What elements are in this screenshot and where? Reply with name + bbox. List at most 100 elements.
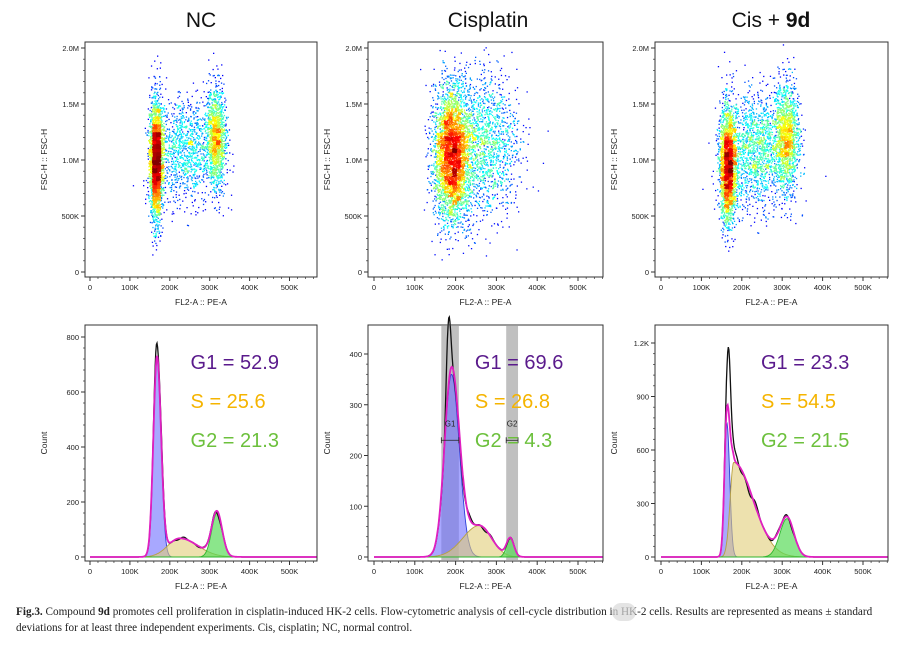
scatter-point xyxy=(160,158,162,160)
scatter-point xyxy=(162,152,164,154)
scatter-point xyxy=(158,193,160,195)
scatter-point xyxy=(161,157,164,159)
scatter-point xyxy=(187,146,189,149)
scatter-point xyxy=(217,133,220,135)
scatter-point xyxy=(216,112,218,114)
scatter-point xyxy=(159,179,161,181)
scatter-point xyxy=(149,96,151,99)
scatter-point xyxy=(151,212,153,214)
scatter-point xyxy=(155,124,157,126)
scatter-point xyxy=(215,120,217,122)
scatter-point xyxy=(153,181,155,183)
scatter-point xyxy=(222,136,224,139)
scatter-point xyxy=(212,68,214,71)
scatter-point xyxy=(161,155,163,157)
scatter-point xyxy=(207,167,209,169)
scatter-point xyxy=(177,166,180,168)
scatter-point xyxy=(216,134,218,136)
scatter-point xyxy=(159,67,161,69)
scatter-point xyxy=(189,146,191,148)
scatter-point xyxy=(173,113,175,115)
scatter-point xyxy=(161,124,163,126)
scatter-point xyxy=(181,137,183,139)
scatter-point xyxy=(156,209,158,211)
scatter-point xyxy=(197,107,199,109)
scatter-point xyxy=(208,134,210,136)
scatter-point xyxy=(210,126,213,129)
scatter-point xyxy=(203,160,205,162)
scatter-point xyxy=(158,104,161,106)
scatter-point xyxy=(213,162,215,164)
scatter-point xyxy=(209,165,212,168)
scatter-point xyxy=(218,112,220,115)
scatter-point xyxy=(221,140,223,142)
scatter-point xyxy=(182,183,184,185)
scatter-point xyxy=(182,136,184,138)
scatter-point xyxy=(174,146,176,148)
scatter-point xyxy=(156,153,158,155)
scatter-point xyxy=(226,136,228,138)
scatter-point xyxy=(190,138,192,140)
scatter-point xyxy=(215,141,217,143)
scatter-point xyxy=(177,158,179,161)
scatter-point xyxy=(189,154,192,156)
scatter-point xyxy=(188,170,190,172)
scatter-point xyxy=(181,123,183,125)
scatter-point xyxy=(181,125,183,127)
scatter-point xyxy=(149,149,151,151)
scatter-point xyxy=(218,124,220,126)
scatter-point xyxy=(154,192,157,194)
scatter-point xyxy=(213,186,215,189)
scatter-point xyxy=(153,179,155,181)
scatter-point xyxy=(213,136,215,138)
scatter-point xyxy=(211,161,213,163)
scatter-point xyxy=(217,112,219,114)
scatter-point xyxy=(199,164,201,166)
scatter-point xyxy=(154,240,156,242)
scatter-point xyxy=(194,177,196,179)
scatter-point xyxy=(217,158,219,160)
scatter-point xyxy=(220,131,222,133)
scatter-point xyxy=(212,119,214,122)
scatter-point xyxy=(196,119,198,122)
scatter-point xyxy=(218,136,220,138)
scatter-point xyxy=(208,113,210,115)
scatter-point xyxy=(195,169,198,171)
scatter-point xyxy=(216,128,218,130)
scatter-point xyxy=(218,163,220,165)
scatter-point xyxy=(158,106,160,108)
scatter-point xyxy=(156,93,158,95)
scatter-point xyxy=(171,148,173,150)
scatter-point xyxy=(221,128,223,130)
scatter-point xyxy=(222,140,224,143)
scatter-point xyxy=(155,92,158,94)
scatter-point xyxy=(179,156,181,158)
scatter-point xyxy=(193,152,196,155)
scatter-point xyxy=(222,124,225,126)
scatter-point xyxy=(216,167,218,169)
scatter-point xyxy=(154,212,156,215)
scatter-point xyxy=(221,131,223,133)
scatter-point xyxy=(224,139,226,142)
scatter-point xyxy=(154,143,156,145)
scatter-point xyxy=(189,105,191,107)
scatter-point xyxy=(169,155,172,157)
scatter-point xyxy=(211,159,213,161)
scatter-point xyxy=(166,209,168,211)
scatter-point xyxy=(159,186,161,188)
scatter-point xyxy=(171,141,173,143)
scatter-point xyxy=(163,108,165,110)
scatter-point xyxy=(222,157,224,159)
scatter-point xyxy=(160,146,162,149)
scatter-point xyxy=(222,165,224,168)
scatter-point xyxy=(183,148,185,150)
scatter-point xyxy=(201,179,203,181)
scatter-point xyxy=(226,172,228,174)
scatter-point xyxy=(155,232,157,235)
scatter-point xyxy=(154,121,156,123)
scatter-point xyxy=(190,187,192,189)
scatter-point xyxy=(173,122,175,125)
scatter-point xyxy=(159,110,161,112)
scatter-point xyxy=(157,139,159,141)
scatter-point xyxy=(151,200,154,202)
